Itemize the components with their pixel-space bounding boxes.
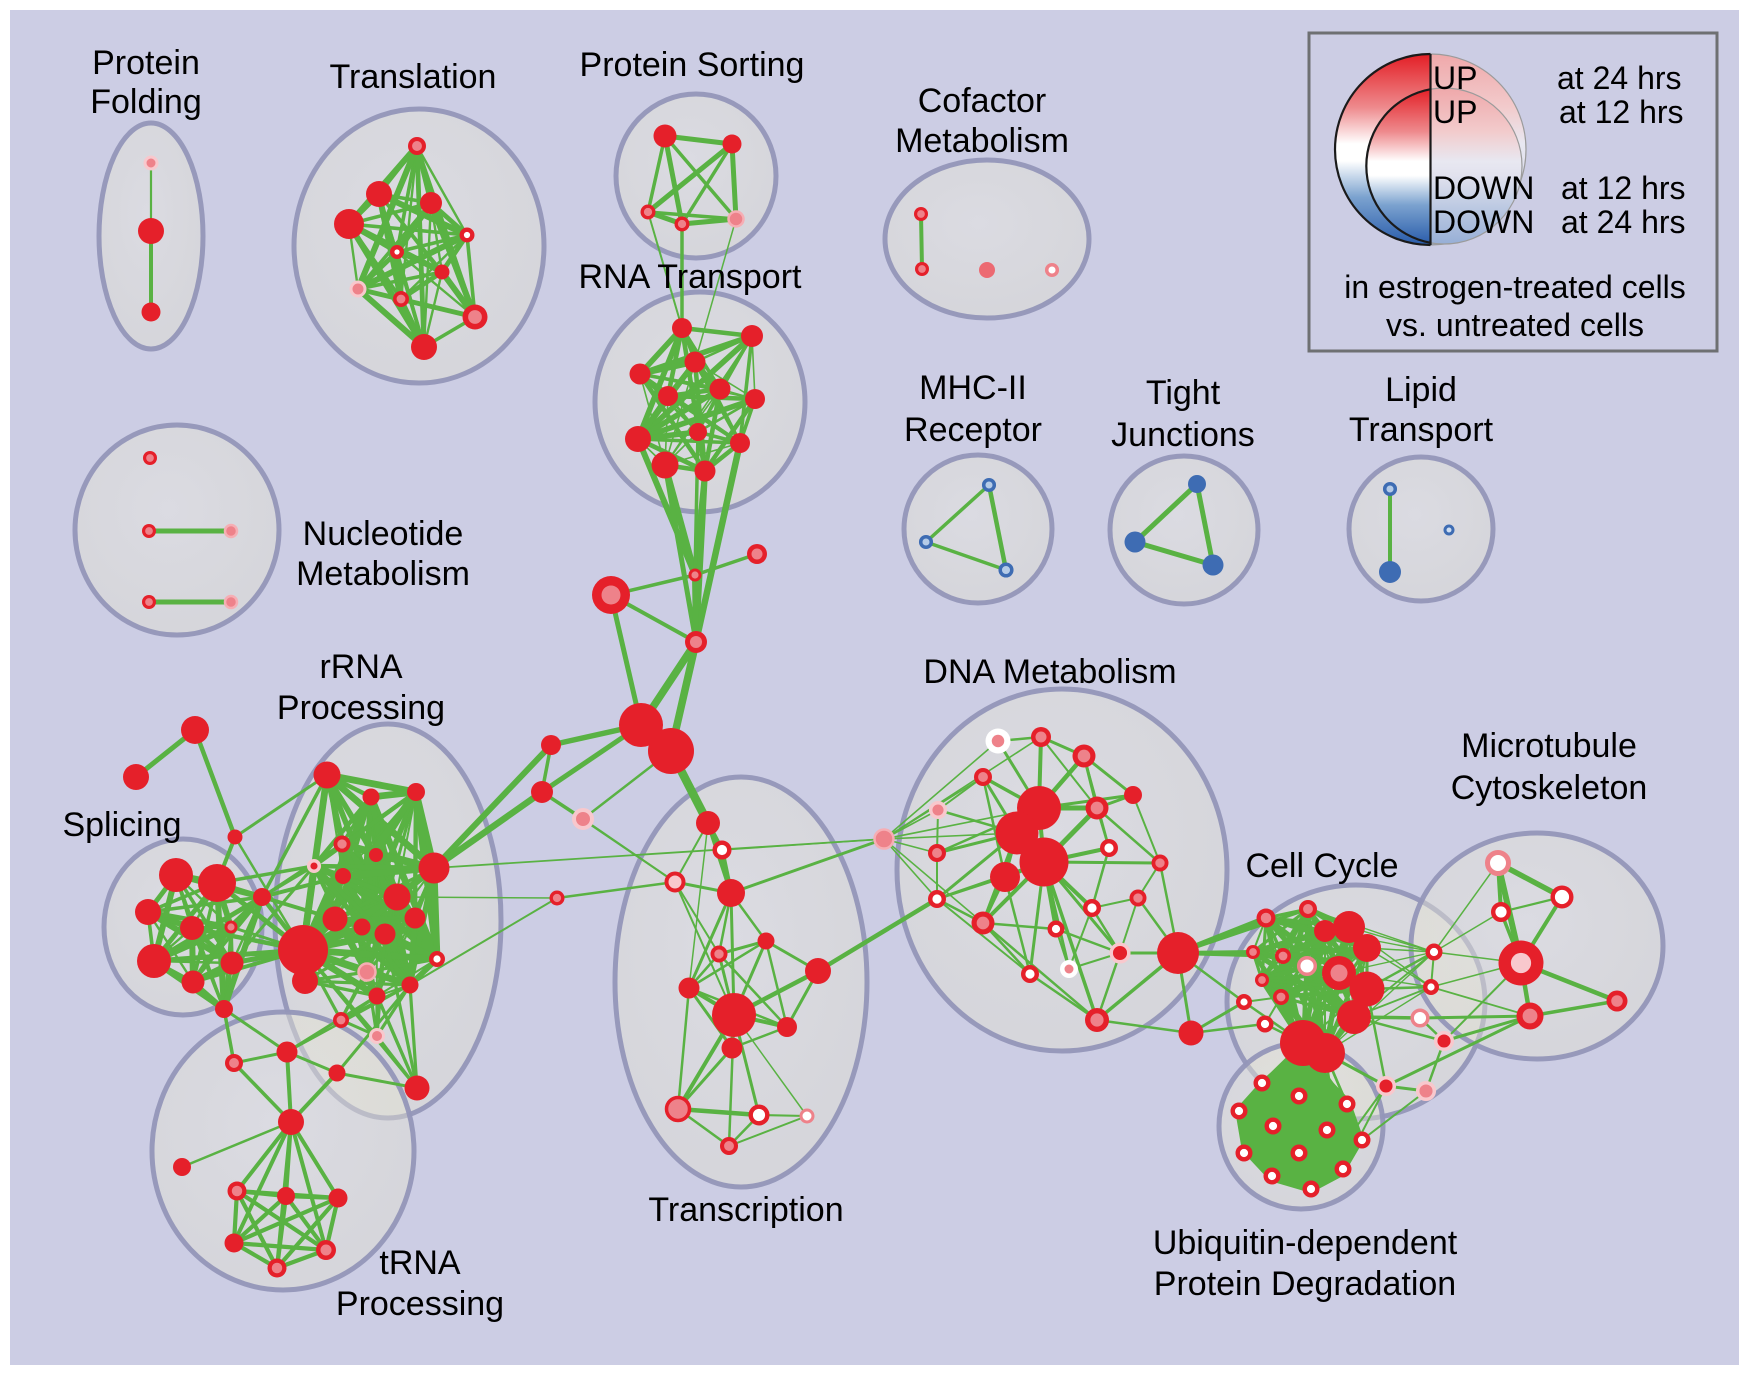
svg-text:Lipid: Lipid xyxy=(1385,371,1457,409)
svg-text:Ubiquitin-dependent: Ubiquitin-dependent xyxy=(1153,1224,1458,1262)
svg-text:vs. untreated cells: vs. untreated cells xyxy=(1386,307,1644,343)
svg-text:Processing: Processing xyxy=(277,689,445,727)
svg-text:UP: UP xyxy=(1433,94,1477,130)
svg-text:Protein Sorting: Protein Sorting xyxy=(580,46,805,84)
svg-text:Metabolism: Metabolism xyxy=(296,555,470,593)
svg-text:Microtubule: Microtubule xyxy=(1461,727,1637,765)
svg-text:Cofactor: Cofactor xyxy=(918,82,1047,120)
svg-text:in estrogen-treated cells: in estrogen-treated cells xyxy=(1344,269,1686,305)
svg-text:Folding: Folding xyxy=(90,83,202,121)
svg-text:Cytoskeleton: Cytoskeleton xyxy=(1451,769,1648,807)
svg-text:Metabolism: Metabolism xyxy=(895,122,1069,160)
svg-text:DOWN: DOWN xyxy=(1433,204,1534,240)
svg-text:Translation: Translation xyxy=(330,58,497,96)
svg-text:RNA Transport: RNA Transport xyxy=(579,258,803,296)
svg-text:Protein: Protein xyxy=(92,44,200,82)
svg-text:Transport: Transport xyxy=(1349,411,1494,449)
svg-text:Receptor: Receptor xyxy=(904,411,1042,449)
svg-text:Cell Cycle: Cell Cycle xyxy=(1245,847,1398,885)
svg-text:Tight: Tight xyxy=(1146,374,1221,412)
svg-text:DNA Metabolism: DNA Metabolism xyxy=(923,653,1176,691)
svg-text:at 24 hrs: at 24 hrs xyxy=(1557,60,1682,96)
svg-text:DOWN: DOWN xyxy=(1433,170,1534,206)
svg-text:Splicing: Splicing xyxy=(62,806,181,844)
svg-text:at 12 hrs: at 12 hrs xyxy=(1561,170,1686,206)
svg-text:Junctions: Junctions xyxy=(1111,416,1255,454)
svg-text:UP: UP xyxy=(1433,60,1477,96)
svg-text:Nucleotide: Nucleotide xyxy=(303,515,464,553)
svg-text:MHC-II: MHC-II xyxy=(919,369,1027,407)
svg-text:at 24 hrs: at 24 hrs xyxy=(1561,204,1686,240)
svg-text:Transcription: Transcription xyxy=(648,1191,843,1229)
svg-text:tRNA: tRNA xyxy=(379,1244,461,1282)
svg-text:Protein Degradation: Protein Degradation xyxy=(1154,1265,1456,1303)
svg-text:Processing: Processing xyxy=(336,1285,504,1323)
svg-text:at 12 hrs: at 12 hrs xyxy=(1559,94,1684,130)
svg-text:rRNA: rRNA xyxy=(319,648,402,686)
